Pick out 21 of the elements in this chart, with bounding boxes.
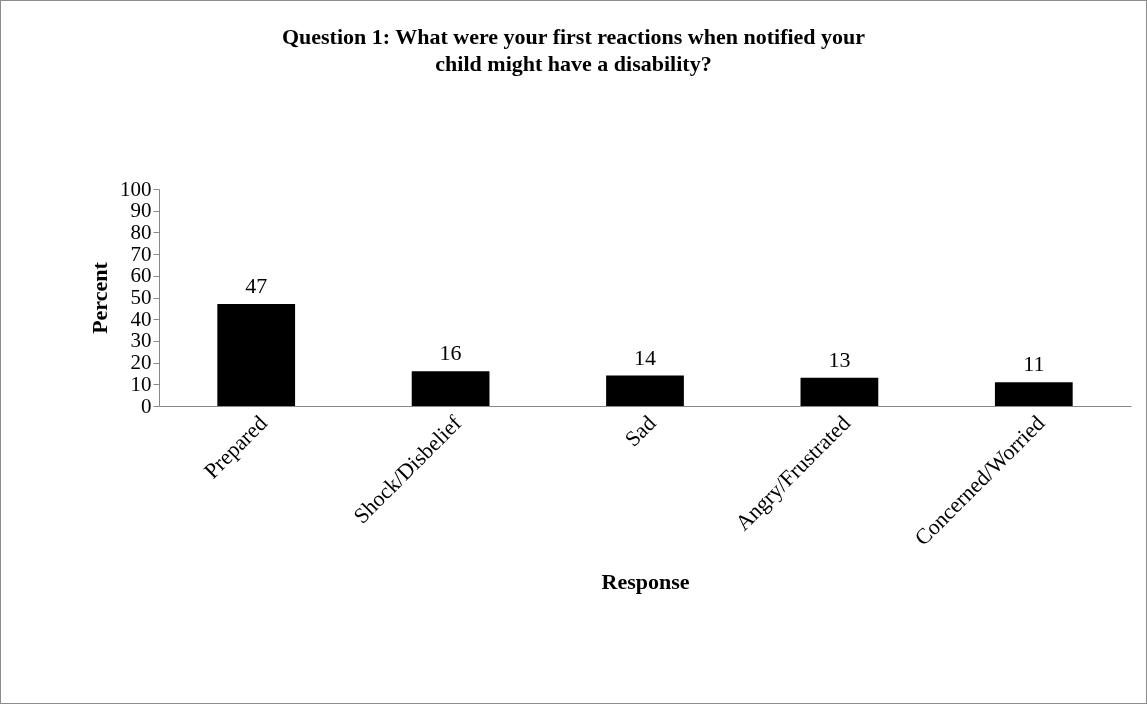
y-tick-label: 40	[130, 306, 152, 331]
y-tick-label: 0	[141, 393, 152, 418]
bar	[411, 371, 490, 406]
y-tick-label: 70	[130, 241, 152, 266]
bar	[994, 382, 1073, 406]
data-label: 11	[1023, 351, 1045, 377]
y-tick-label: 60	[130, 263, 152, 288]
data-label: 14	[634, 344, 656, 370]
data-label: 13	[828, 346, 851, 372]
data-label: 47	[245, 273, 268, 299]
bar	[800, 377, 879, 406]
bar	[217, 304, 296, 406]
y-axis-title: Percent	[87, 261, 112, 334]
x-axis-title: Response	[601, 568, 690, 594]
bar	[606, 375, 684, 406]
y-tick-label: 100	[120, 176, 152, 201]
y-tick-label: 30	[130, 328, 152, 353]
x-tick-label: Sad	[619, 410, 661, 452]
data-label: 16	[439, 340, 462, 366]
y-tick-label: 50	[130, 285, 152, 309]
chart-title: Question 1: What were your first reactions when notified your child might have a disability?	[280, 23, 867, 78]
